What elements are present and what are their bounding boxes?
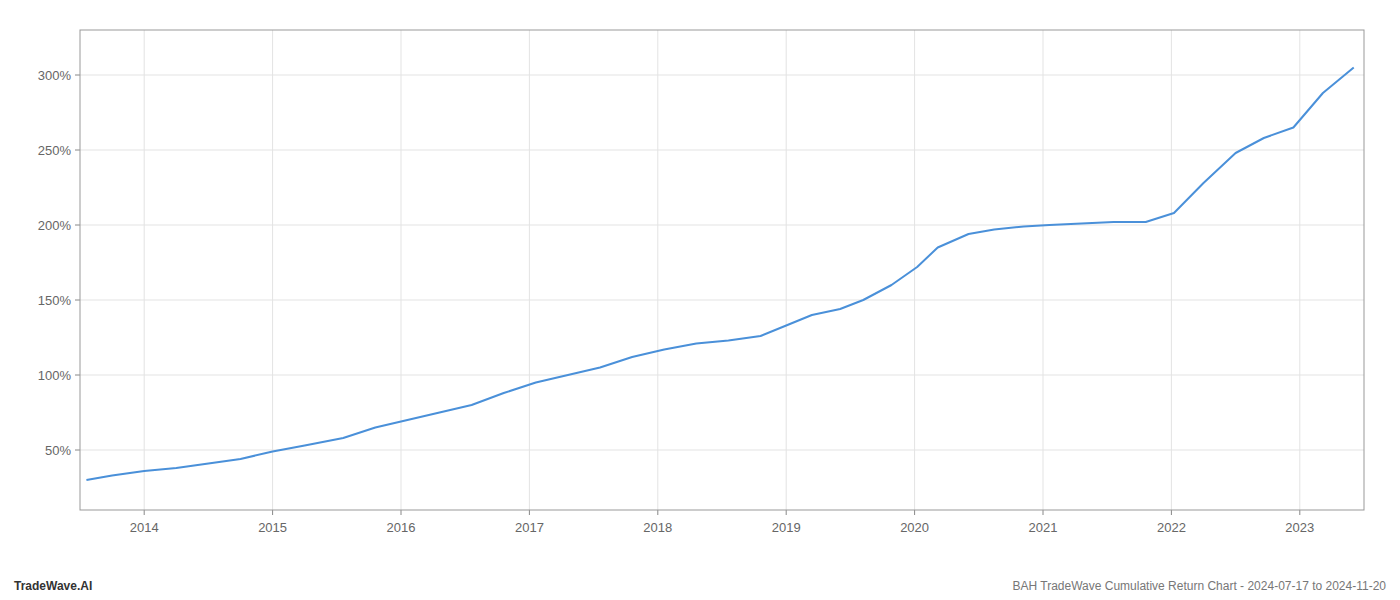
y-grid-line <box>80 450 1364 451</box>
x-tick-label: 2016 <box>387 520 416 535</box>
x-grid-line <box>401 30 402 510</box>
x-tick-label: 2023 <box>1285 520 1314 535</box>
grid <box>80 30 1364 510</box>
chart-container: 2014 2015 2016 2017 2018 2019 2020 2021 2022 2023… <box>0 0 1400 600</box>
background <box>0 0 1400 600</box>
x-tick-label: 2021 <box>1029 520 1058 535</box>
x-tick <box>1171 510 1172 515</box>
y-tick-label: 50% <box>45 443 71 458</box>
y-tick-label: 200% <box>38 218 72 233</box>
data-area <box>86 68 1353 481</box>
plot-frame <box>80 30 1364 510</box>
footer-right: BAH TradeWave Cumulative Return Chart - … <box>1012 579 1386 593</box>
y-grid-line <box>80 75 1364 76</box>
x-tick <box>786 510 787 515</box>
y-tick <box>75 225 80 226</box>
x-tick-label: 2019 <box>772 520 801 535</box>
x-tick <box>1299 510 1300 515</box>
y-tick <box>75 450 80 451</box>
x-tick <box>401 510 402 515</box>
x-grid-line <box>657 30 658 510</box>
data-line <box>86 68 1353 481</box>
x-grid-line <box>272 30 273 510</box>
x-tick-label: 2015 <box>258 520 287 535</box>
x-grid-line <box>144 30 145 510</box>
x-tick <box>657 510 658 515</box>
x-tick <box>272 510 273 515</box>
x-grid-line <box>1299 30 1300 510</box>
x-tick-label: 2018 <box>643 520 672 535</box>
y-tick <box>75 375 80 376</box>
y-tick <box>75 75 80 76</box>
chart-svg: 2014 2015 2016 2017 2018 2019 2020 2021 2022 2023… <box>0 0 1400 600</box>
x-tick-label: 2020 <box>900 520 929 535</box>
x-tick <box>144 510 145 515</box>
x-grid-line <box>1043 30 1044 510</box>
y-grid-line <box>80 225 1364 226</box>
x-tick-label: 2017 <box>515 520 544 535</box>
x-tick-label: 2014 <box>130 520 159 535</box>
y-tick-label: 100% <box>38 368 72 383</box>
y-tick <box>75 150 80 151</box>
y-grid-line <box>80 375 1364 376</box>
x-tick <box>529 510 530 515</box>
x-tick <box>1043 510 1044 515</box>
x-grid-line <box>529 30 530 510</box>
x-grid-line <box>786 30 787 510</box>
y-tick-label: 250% <box>38 143 72 158</box>
axes: 2014 2015 2016 2017 2018 2019 2020 2021 2022 2023… <box>38 30 1364 535</box>
y-tick <box>75 300 80 301</box>
y-tick-label: 150% <box>38 293 72 308</box>
y-grid-line <box>80 150 1364 151</box>
y-grid-line <box>80 300 1364 301</box>
x-grid-line <box>1171 30 1172 510</box>
x-tick-label: 2022 <box>1157 520 1186 535</box>
y-tick-label: 300% <box>38 68 72 83</box>
footer-left: TradeWave.AI <box>14 579 92 593</box>
x-tick <box>914 510 915 515</box>
